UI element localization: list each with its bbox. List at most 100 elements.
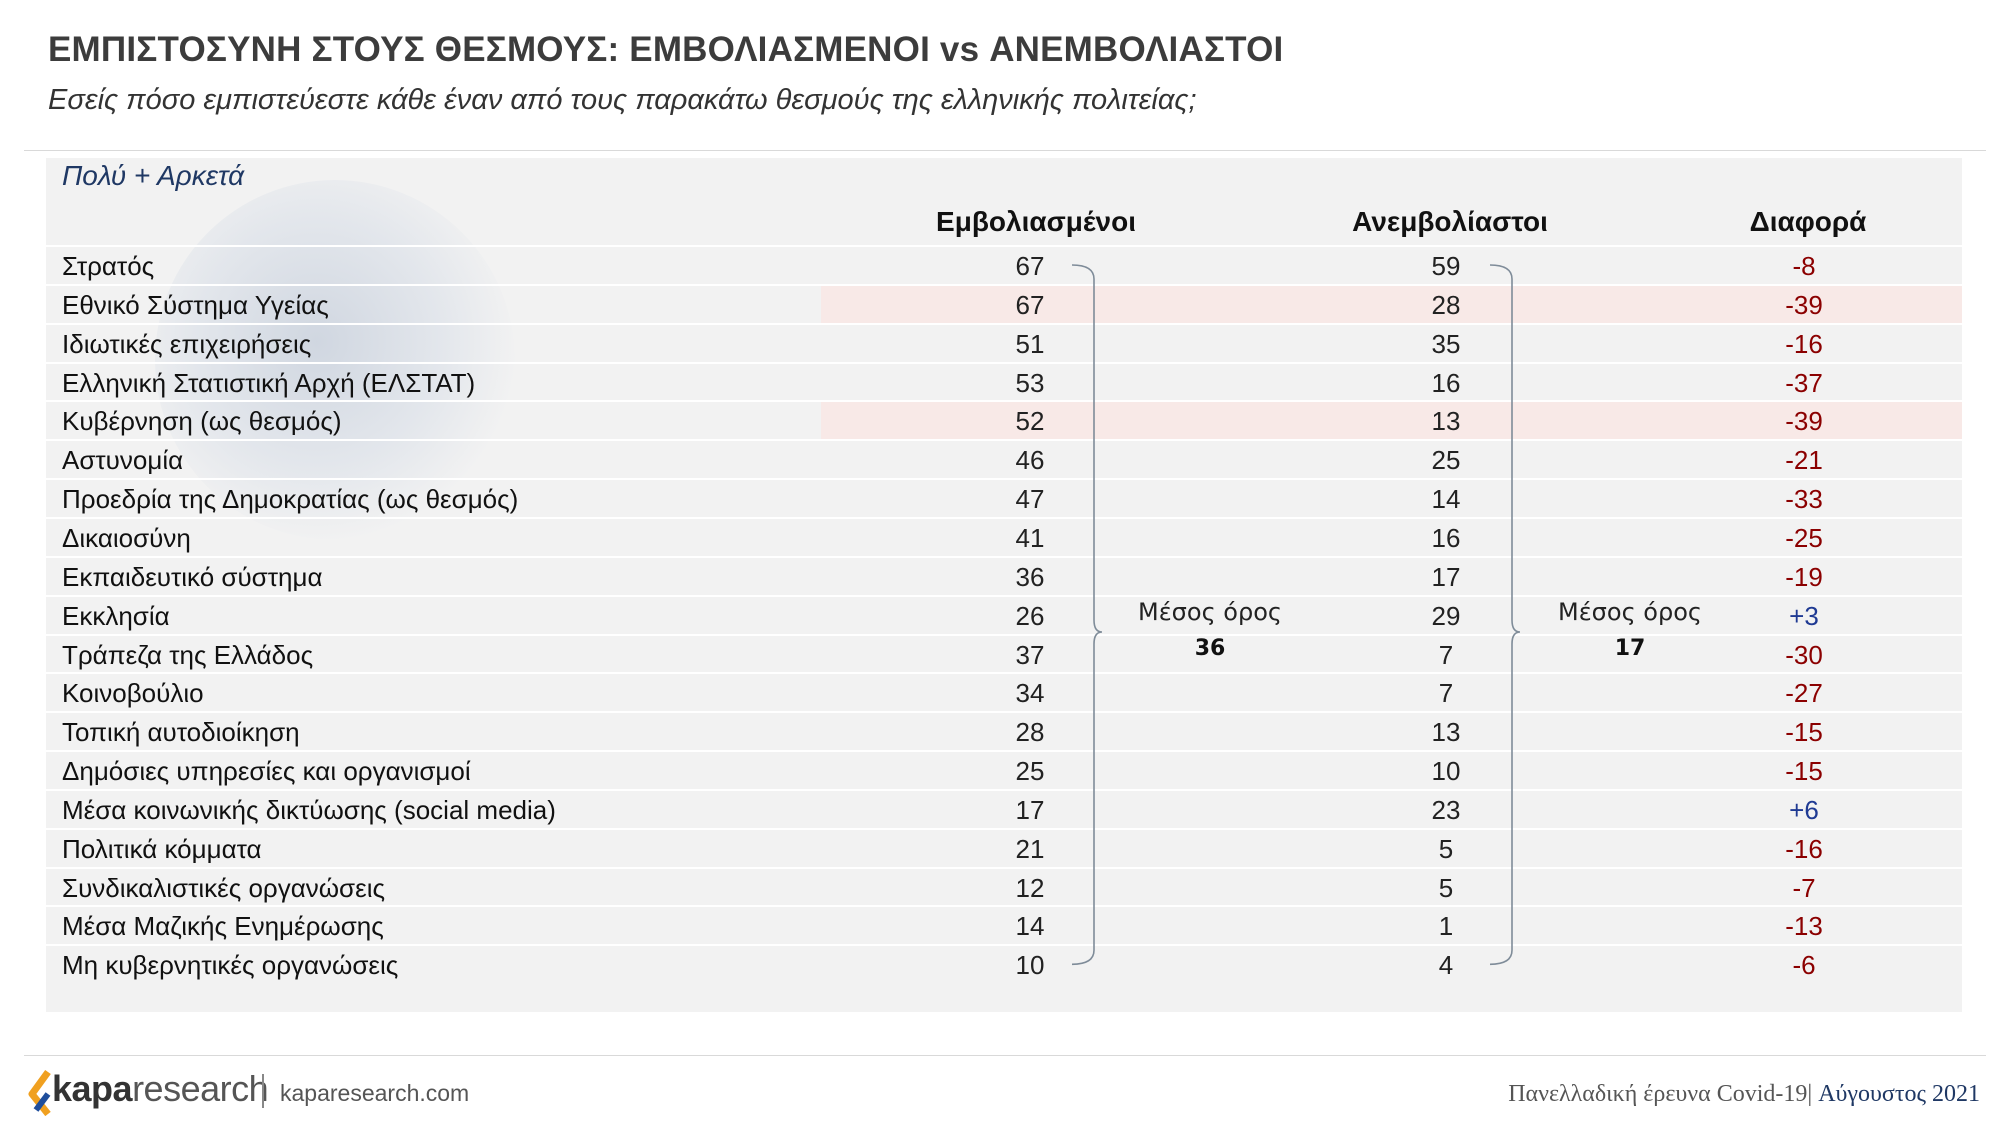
value-vaccinated: 21 — [1015, 833, 1045, 864]
value-difference: -15 — [1785, 717, 1823, 748]
brand-logo-rest: research — [132, 1068, 269, 1109]
value-vaccinated: 34 — [1015, 678, 1045, 709]
footer-month: Αύγουστος 2021 — [1818, 1081, 1980, 1107]
value-difference: -15 — [1785, 756, 1823, 787]
value-unvaccinated: 13 — [1431, 717, 1461, 748]
value-difference: -25 — [1785, 522, 1823, 553]
value-unvaccinated: 17 — [1431, 561, 1461, 592]
page-subtitle: Εσείς πόσο εμπιστεύεστε κάθε έναν από το… — [48, 84, 1197, 116]
value-difference: -7 — [1792, 872, 1816, 903]
brand-logo-bold: kapa — [52, 1068, 133, 1109]
row-label: Εκκλησία — [62, 600, 170, 631]
footer-survey-info: Πανελλαδική έρευνα Covid-19| Αύγουστος 2… — [1508, 1081, 1980, 1108]
value-vaccinated: 37 — [1015, 639, 1045, 670]
value-vaccinated: 10 — [1015, 950, 1045, 981]
value-vaccinated: 25 — [1015, 756, 1045, 787]
row-highlight — [821, 285, 1962, 324]
value-vaccinated: 52 — [1015, 406, 1045, 437]
value-difference: -37 — [1785, 367, 1823, 398]
value-difference: -39 — [1785, 289, 1823, 320]
value-difference: +6 — [1789, 794, 1819, 825]
table-row: Πολιτικά κόμματα 21 5 -16 — [46, 827, 1962, 868]
value-difference: +3 — [1789, 600, 1819, 631]
table-row: Προεδρία της Δημοκρατίας (ως θεσμός) 47 14… — [46, 478, 1962, 518]
value-vaccinated: 53 — [1015, 367, 1045, 398]
value-difference: -39 — [1785, 406, 1823, 437]
table-row: Συνδικαλιστικές οργανώσεις 12 5 -7 — [46, 866, 1962, 907]
value-vaccinated: 12 — [1015, 872, 1045, 903]
row-label: Μέσα κοινωνικής δικτύωσης (social media) — [62, 794, 556, 825]
value-vaccinated: 67 — [1015, 251, 1045, 281]
row-label: Δικαιοσύνη — [62, 522, 191, 553]
row-label: Αστυνομία — [62, 445, 184, 476]
value-unvaccinated: 16 — [1431, 522, 1461, 553]
row-label: Κυβέρνηση (ως θεσμός) — [62, 406, 342, 437]
value-unvaccinated: 1 — [1438, 911, 1454, 942]
table-row: Εκπαιδευτικό σύστημα 36 17 -19 — [46, 555, 1962, 596]
table-row: Κοινοβούλιο 34 7 -27 — [46, 672, 1962, 712]
value-difference: -8 — [1792, 251, 1816, 281]
logo-separator — [262, 1074, 264, 1108]
table-row: Στρατός 67 59 -8 — [46, 245, 1962, 285]
table-row: Κυβέρνηση (ως θεσμός) 52 13 -39 — [46, 400, 1962, 441]
site-link[interactable]: kaparesearch.com — [280, 1080, 470, 1106]
value-unvaccinated: 14 — [1431, 484, 1461, 515]
row-label: Συνδικαλιστικές οργανώσεις — [62, 872, 385, 903]
row-label: Τοπική αυτοδιοίκηση — [62, 717, 300, 748]
table-row: Αστυνομία 46 25 -21 — [46, 439, 1962, 479]
value-unvaccinated: 5 — [1438, 872, 1454, 903]
row-label: Εκπαιδευτικό σύστημα — [62, 561, 323, 592]
row-label: Μη κυβερνητικές οργανώσεις — [62, 950, 399, 981]
table-row: Μη κυβερνητικές οργανώσεις 10 4 -6 — [46, 944, 1962, 984]
table-row: Δικαιοσύνη 41 16 -25 — [46, 516, 1962, 557]
row-label: Τράπεζα της Ελλάδος — [62, 639, 314, 670]
value-unvaccinated: 10 — [1431, 756, 1461, 787]
value-difference: -19 — [1785, 561, 1823, 592]
row-label: Στρατός — [62, 251, 155, 281]
value-unvaccinated: 35 — [1431, 328, 1461, 359]
average-value-unvaccinated: 17 — [1614, 636, 1646, 661]
value-vaccinated: 17 — [1015, 794, 1045, 825]
table-row: Μέσα κοινωνικής δικτύωσης (social media)… — [46, 788, 1962, 829]
value-vaccinated: 41 — [1015, 522, 1045, 553]
row-highlight — [821, 402, 1962, 441]
value-vaccinated: 67 — [1015, 289, 1045, 320]
row-label: Ιδιωτικές επιχειρήσεις — [62, 328, 312, 359]
value-difference: -13 — [1785, 911, 1823, 942]
value-difference: -6 — [1792, 950, 1816, 981]
row-label: Ελληνική Στατιστική Αρχή (ΕΛΣΤΑΤ) — [62, 367, 476, 398]
value-unvaccinated: 59 — [1431, 251, 1461, 281]
row-label: Εθνικό Σύστημα Υγείας — [62, 289, 329, 320]
value-difference: -30 — [1785, 639, 1823, 670]
table-row: Μέσα Μαζικής Ενημέρωσης 14 1 -13 — [46, 905, 1962, 945]
value-vaccinated: 26 — [1015, 600, 1045, 631]
value-difference: -33 — [1785, 484, 1823, 515]
value-unvaccinated: 25 — [1431, 445, 1461, 476]
footer-survey: Πανελλαδική έρευνα Covid-19 — [1508, 1081, 1808, 1107]
row-label: Κοινοβούλιο — [62, 678, 204, 709]
average-label-vaccinated: Μέσος όρος — [1138, 598, 1282, 626]
row-label: Προεδρία της Δημοκρατίας (ως θεσμός) — [62, 484, 519, 515]
kapa-logo-icon — [28, 1069, 51, 1117]
value-vaccinated: 47 — [1015, 484, 1045, 515]
table-row: Εθνικό Σύστημα Υγείας 67 28 -39 — [46, 283, 1962, 324]
value-unvaccinated: 16 — [1431, 367, 1461, 398]
value-unvaccinated: 7 — [1438, 678, 1454, 709]
column-header-unvaccinated: Ανεμβολίαστοι — [1352, 206, 1548, 237]
row-label: Δημόσιες υπηρεσίες και οργανισμοί — [62, 756, 471, 787]
table-row: Τοπική αυτοδιοίκηση 28 13 -15 — [46, 711, 1962, 751]
value-unvaccinated: 13 — [1431, 406, 1461, 437]
value-difference: -16 — [1785, 328, 1823, 359]
value-difference: -21 — [1785, 445, 1823, 476]
value-vaccinated: 28 — [1015, 717, 1045, 748]
footer-separator: | — [1807, 1081, 1813, 1107]
section-label: Πολύ + Αρκετά — [62, 160, 245, 191]
value-unvaccinated: 23 — [1431, 794, 1461, 825]
row-label: Μέσα Μαζικής Ενημέρωσης — [62, 911, 384, 942]
value-unvaccinated: 7 — [1438, 639, 1454, 670]
value-vaccinated: 51 — [1015, 328, 1045, 359]
value-unvaccinated: 28 — [1431, 289, 1461, 320]
value-vaccinated: 46 — [1015, 445, 1045, 476]
value-difference: -27 — [1785, 678, 1823, 709]
top-divider — [24, 150, 1986, 151]
